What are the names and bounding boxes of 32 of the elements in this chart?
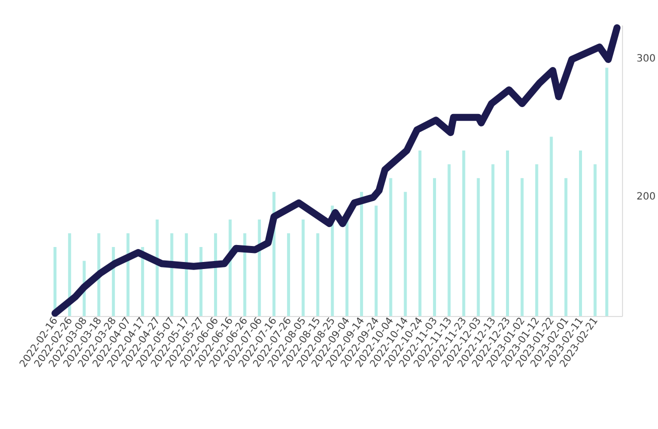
y-tick-label: 200 bbox=[636, 192, 656, 203]
bar bbox=[448, 164, 451, 316]
bar bbox=[418, 150, 422, 316]
bar bbox=[126, 233, 130, 316]
bar bbox=[579, 150, 582, 316]
bar bbox=[199, 247, 202, 316]
bar bbox=[214, 233, 218, 316]
bar bbox=[156, 219, 159, 316]
bar bbox=[243, 233, 246, 316]
bar bbox=[374, 206, 378, 316]
y-tick-label: 300 bbox=[636, 54, 656, 65]
bar bbox=[491, 164, 494, 316]
bar bbox=[184, 233, 188, 316]
bar bbox=[476, 178, 480, 316]
bar bbox=[316, 233, 320, 316]
bar bbox=[550, 136, 553, 316]
bar bbox=[389, 178, 392, 316]
bar bbox=[506, 150, 510, 316]
bar bbox=[594, 164, 597, 316]
bar bbox=[345, 219, 348, 316]
bar bbox=[520, 178, 524, 316]
bar bbox=[605, 68, 608, 316]
bar bbox=[360, 192, 364, 316]
bar bbox=[287, 233, 290, 316]
bar bbox=[564, 178, 568, 316]
bar bbox=[258, 219, 261, 316]
bar bbox=[404, 192, 407, 316]
bar bbox=[433, 178, 436, 316]
bar bbox=[302, 219, 305, 316]
bar bbox=[535, 164, 538, 316]
bar bbox=[462, 150, 466, 316]
bar bbox=[170, 233, 174, 316]
